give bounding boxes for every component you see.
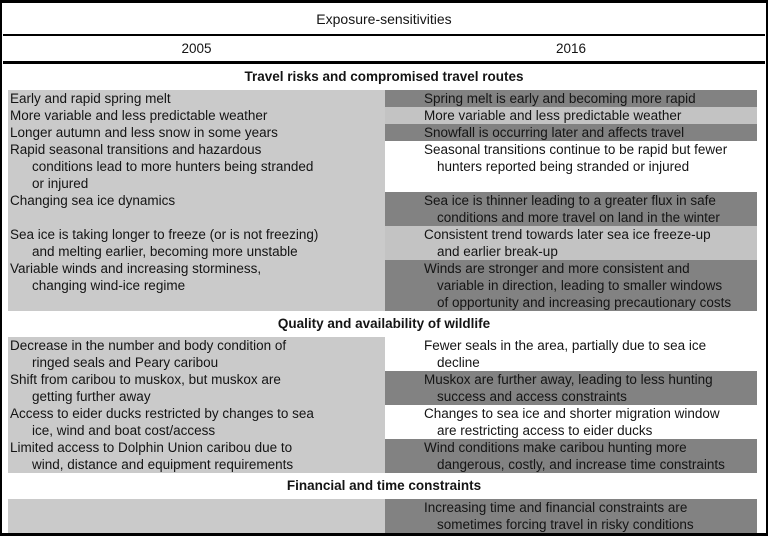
cell-2016: Muskox are further away, leading to less… [385,371,757,405]
section-header: Travel risks and compromised travel rout… [244,69,524,84]
table-row: More variable and less predictable weath… [8,107,757,124]
section-header: Quality and availability of wildlife [277,316,491,331]
cell-2016: Consistent trend towards later sea ice f… [385,226,757,260]
text-line: Snowfall is occurring later and affects … [424,125,685,140]
text-line: variable in direction, leading to smalle… [437,278,723,293]
text-line: Winds are stronger and more consistent a… [424,261,690,276]
divider-under-years [3,61,765,64]
text-line: hunters reported being stranded or injur… [437,159,690,174]
text-line: Changing sea ice dynamics [10,193,176,208]
text-line: Shift from caribou to muskox, but muskox… [10,372,281,387]
text-line: Spring melt is early and becoming more r… [424,91,696,106]
table-row: Changing sea ice dynamics Sea ice is thin… [8,192,757,226]
cell-2005: Longer autumn and less snow in some year… [8,124,385,141]
text-line: dangerous, costly, and increase time con… [437,457,725,472]
table-row: Access to eider ducks restricted by chan… [8,405,757,439]
text-line: Consistent trend towards later sea ice f… [424,227,711,242]
text-line: Early and rapid spring melt [10,91,171,106]
text-line: conditions and more travel on land in th… [437,210,720,225]
table-row: Shift from caribou to muskox, but muskox… [8,371,757,405]
text-line: Limited access to Dolphin Union caribou … [10,440,293,455]
divider-under-title [3,34,765,36]
text-line: and earlier break-up [437,244,558,259]
text-line: More variable and less predictable weath… [10,108,268,123]
cell-2016: Sea ice is thinner leading to a greater … [385,192,757,226]
table-row: Variable winds and increasing storminess… [8,260,757,311]
year-header-row: 2005 2016 [8,36,757,61]
cell-2005: Limited access to Dolphin Union caribou … [8,439,385,473]
table-row: Increasing time and financial constraint… [8,499,757,533]
table-row: Sea ice is taking longer to freeze (or i… [8,226,757,260]
text-line: of opportunity and increasing precaution… [437,295,732,310]
table-row: Limited access to Dolphin Union caribou … [8,439,757,473]
text-line: changing wind-ice regime [32,278,186,293]
text-line: are restricting access to eider ducks [437,423,653,438]
text-line: Muskox are further away, leading to less… [424,372,713,387]
cell-2005: Early and rapid spring melt [8,90,385,107]
year-column-2005: 2005 [181,41,212,56]
cell-2005: Rapid seasonal transitions and hazardous… [8,141,385,192]
table-row: Decrease in the number and body conditio… [8,337,757,371]
text-line: Seasonal transitions continue to be rapi… [424,142,728,157]
text-line: or injured [32,176,89,191]
table-row: Longer autumn and less snow in some year… [8,124,757,141]
text-line: Decrease in the number and body conditio… [10,338,287,353]
text-line: Longer autumn and less snow in some year… [10,125,278,140]
cell-2016: Spring melt is early and becoming more r… [385,90,757,107]
cell-2005: Decrease in the number and body conditio… [8,337,385,371]
cell-2016: Increasing time and financial constraint… [385,499,757,533]
cell-2016: Changes to sea ice and shorter migration… [385,405,757,439]
year-column-2016: 2016 [555,41,587,56]
text-line: conditions lead to more hunters being st… [32,159,314,174]
text-line: Sea ice is thinner leading to a greater … [424,193,716,208]
cell-2005: More variable and less predictable weath… [8,107,385,124]
cell-2005: Sea ice is taking longer to freeze (or i… [8,226,385,260]
text-line: sometimes forcing travel in risky condit… [437,517,694,532]
text-line: ringed seals and Peary caribou [32,355,219,370]
cell-2005: Variable winds and increasing storminess… [8,260,385,311]
cell-2005 [8,499,385,533]
table-row: Rapid seasonal transitions and hazardous… [8,141,757,192]
text-line: ice, wind and boat cost/access [32,423,216,438]
table-title: Exposure-sensitivities [316,11,452,27]
text-line: Changes to sea ice and shorter migration… [424,406,720,421]
text-line: More variable and less predictable weath… [424,108,682,123]
text-line: Variable winds and increasing storminess… [10,261,262,276]
text-line: Sea ice is taking longer to freeze (or i… [10,227,319,242]
cell-2016: Wind conditions make caribou hunting mor… [385,439,757,473]
section-header: Financial and time constraints [286,478,482,493]
cell-2016: Seasonal transitions continue to be rapi… [385,141,757,192]
text-line: Increasing time and financial constraint… [424,500,688,515]
text-line: Access to eider ducks restricted by chan… [10,406,314,421]
cell-2005: Access to eider ducks restricted by chan… [8,405,385,439]
text-line: Fewer seals in the area, partially due t… [424,338,707,353]
cell-2016: More variable and less predictable weath… [385,107,757,124]
text-line: getting further away [32,389,151,404]
cell-2016: Snowfall is occurring later and affects … [385,124,757,141]
cell-2016: Fewer seals in the area, partially due t… [385,337,757,371]
cell-2005: Changing sea ice dynamics [8,192,385,226]
text-line: and melting earlier, becoming more unsta… [32,244,298,259]
table-row: Early and rapid spring melt Spring melt i… [8,90,757,107]
text-line: Wind conditions make caribou hunting mor… [424,440,687,455]
table-body: Travel risks and compromised travel rout… [2,64,766,533]
text-line: success and access constraints [437,389,627,404]
text-line: Rapid seasonal transitions and hazardous [10,142,262,157]
cell-2016: Winds are stronger and more consistent a… [385,260,757,311]
cell-2005: Shift from caribou to muskox, but muskox… [8,371,385,405]
text-line: decline [437,355,480,370]
text-line: wind, distance and equipment requirement… [32,457,294,472]
